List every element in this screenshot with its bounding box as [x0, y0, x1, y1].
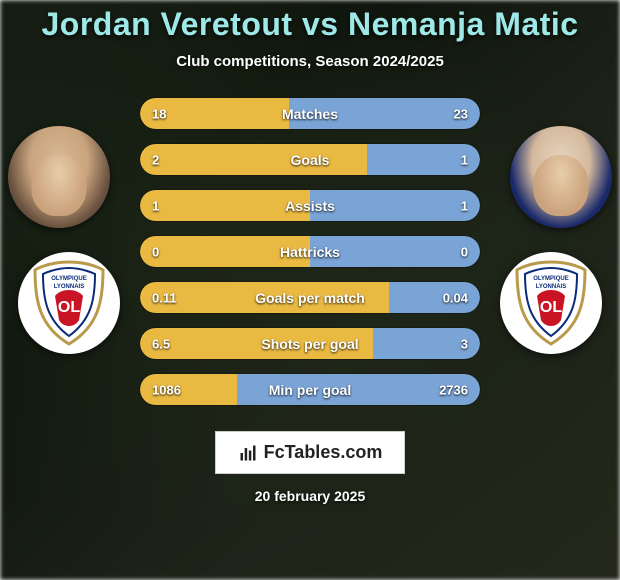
stat-label: Matches	[282, 106, 338, 122]
face-placeholder-icon	[510, 126, 612, 228]
stat-label: Assists	[285, 198, 335, 214]
stat-row: 0 0 Hattricks	[140, 236, 480, 267]
stat-label: Hattricks	[280, 244, 340, 260]
brand-badge: FcTables.com	[215, 431, 406, 474]
svg-text:OL: OL	[540, 299, 562, 316]
svg-text:OLYMPIQUE: OLYMPIQUE	[51, 276, 86, 282]
stat-bar-left	[140, 144, 367, 175]
stat-row: 1 1 Assists	[140, 190, 480, 221]
stat-value-left: 1	[152, 198, 159, 213]
stat-value-right: 1	[461, 152, 468, 167]
player-right-club-badge: OLYMPIQUE LYONNAIS OL	[500, 252, 602, 354]
svg-text:OLYMPIQUE: OLYMPIQUE	[533, 276, 568, 282]
club-crest-icon: OLYMPIQUE LYONNAIS OL	[29, 260, 109, 346]
stat-value-right: 2736	[439, 382, 468, 397]
stat-value-left: 0.11	[152, 290, 177, 305]
brand-text: FcTables.com	[264, 442, 383, 463]
bar-chart-icon	[238, 443, 258, 463]
page-title: Jordan Veretout vs Nemanja Matic	[41, 6, 578, 43]
stat-label: Min per goal	[269, 382, 351, 398]
stat-value-right: 23	[454, 106, 468, 121]
player-left-avatar	[8, 126, 110, 228]
svg-text:LYONNAIS: LYONNAIS	[54, 284, 84, 290]
stat-value-left: 18	[152, 106, 166, 121]
stat-value-left: 6.5	[152, 336, 170, 351]
comparison-card: Jordan Veretout vs Nemanja Matic Club co…	[0, 0, 620, 580]
svg-text:OL: OL	[58, 299, 80, 316]
stat-value-left: 2	[152, 152, 159, 167]
stat-label: Goals	[291, 152, 330, 168]
face-placeholder-icon	[8, 126, 110, 228]
stat-value-right: 0	[461, 244, 468, 259]
stat-row: 18 23 Matches	[140, 98, 480, 129]
date-text: 20 february 2025	[255, 488, 366, 504]
stat-row: 6.5 3 Shots per goal	[140, 328, 480, 359]
stat-row: 1086 2736 Min per goal	[140, 374, 480, 405]
stat-value-right: 1	[461, 198, 468, 213]
svg-text:LYONNAIS: LYONNAIS	[536, 284, 566, 290]
stat-value-right: 0.04	[443, 290, 468, 305]
stat-row: 0.11 0.04 Goals per match	[140, 282, 480, 313]
stat-label: Goals per match	[255, 290, 365, 306]
stat-rows: 18 23 Matches 2 1 Goals 1 1 Assists 0 0 Hattricks 0.…	[140, 98, 480, 405]
stat-row: 2 1 Goals	[140, 144, 480, 175]
page-subtitle: Club competitions, Season 2024/2025	[176, 53, 444, 70]
player-left-club-badge: OLYMPIQUE LYONNAIS OL	[18, 252, 120, 354]
stat-value-left: 1086	[152, 382, 181, 397]
stat-value-right: 3	[461, 336, 468, 351]
stat-value-left: 0	[152, 244, 159, 259]
stat-label: Shots per goal	[261, 336, 358, 352]
club-crest-icon: OLYMPIQUE LYONNAIS OL	[511, 260, 591, 346]
stat-bar-right	[310, 190, 480, 221]
player-right-avatar	[510, 126, 612, 228]
